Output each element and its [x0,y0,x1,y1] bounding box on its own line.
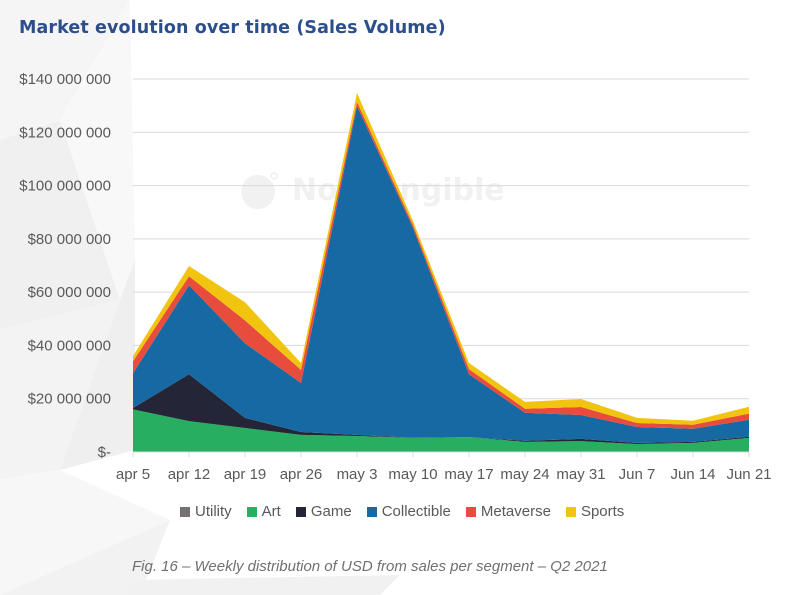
y-tick-label: $40 000 000 [28,337,111,354]
legend-swatch [246,506,257,517]
x-axis-ticks: apr 5 apr 12 apr 19 apr 26 may 3 may 10 may 17… [116,452,772,483]
legend-label: Utility [195,503,232,520]
area-series [133,92,749,452]
legend-label: Art [261,503,281,520]
x-tick-label: may 3 [337,466,378,483]
legend-label: Sports [580,503,625,520]
legend-item-game: Game [295,503,352,520]
legend-item-metaverse: Metaverse [465,503,551,520]
x-tick-label: apr 26 [280,466,323,483]
y-tick-label: $20 000 000 [28,391,111,408]
x-tick-label: apr 19 [224,466,267,483]
y-tick-label: $- [98,444,111,461]
area-game [133,374,749,444]
area-collectible [133,105,749,443]
chart-title: Market evolution over time (Sales Volume… [19,18,446,38]
legend-swatch [565,506,576,517]
y-axis-ticks: $- $20 000 000 $40 000 000 $60 000 000 $80 0… [19,71,111,461]
x-tick-label: may 31 [556,466,605,483]
legend-item-art: Art [246,503,281,520]
legend-swatch [465,506,476,517]
y-tick-label: $80 000 000 [28,231,111,248]
figure-caption: Fig. 16 – Weekly distribution of USD fro… [132,558,608,575]
gridlines [133,78,749,400]
x-tick-label: Jun 7 [619,466,656,483]
y-tick-label: $100 000 000 [19,178,111,195]
y-tick-label: $60 000 000 [28,284,111,301]
y-tick-label: $140 000 000 [19,71,111,88]
legend-item-collectible: Collectible [366,503,451,520]
x-tick-label: apr 12 [168,466,211,483]
x-tick-label: may 10 [388,466,437,483]
legend-label: Metaverse [480,503,551,520]
legend-swatch [180,506,190,517]
legend-swatch [366,506,377,517]
legend-label: Game [310,503,352,520]
legend: Utility Art Game Collectible Metaverse Sports [180,503,624,520]
x-tick-label: Jun 14 [670,466,715,483]
x-tick-label: Jun 21 [726,466,771,483]
watermark-icon [241,172,278,209]
legend-item-sports: Sports [565,503,625,520]
y-tick-label: $120 000 000 [19,124,111,141]
x-tick-label: apr 5 [116,466,150,483]
x-tick-label: may 24 [500,466,549,483]
legend-label: Collectible [381,503,451,520]
legend-swatch [295,506,306,517]
area-art [133,409,749,452]
x-tick-label: may 17 [444,466,493,483]
legend-item-utility: Utility [180,503,232,520]
